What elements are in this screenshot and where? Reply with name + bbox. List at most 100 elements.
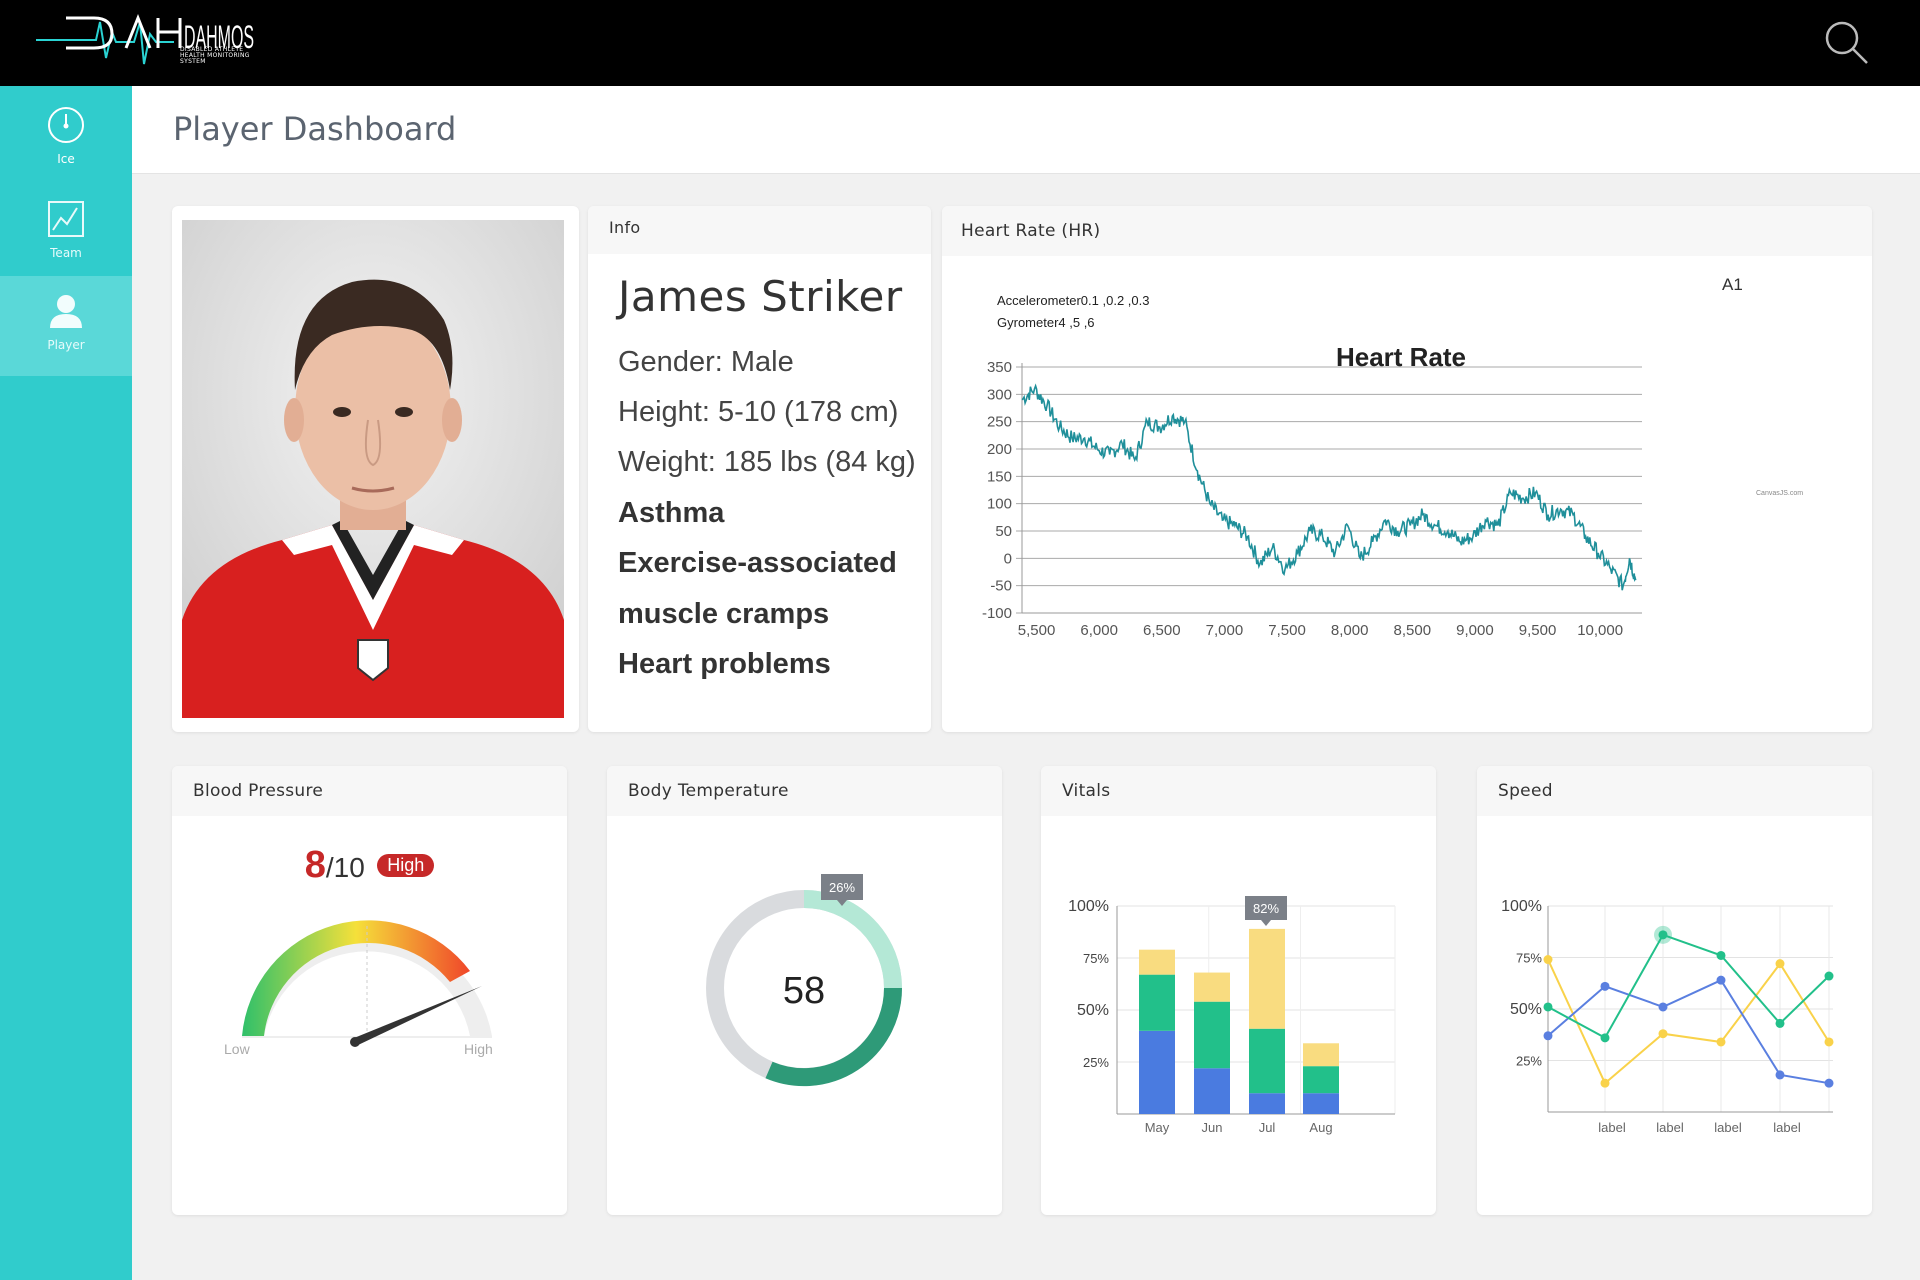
tooltip: 26% [829, 880, 855, 895]
blood-pressure-card: Blood Pressure 8/10 High Low High [172, 766, 567, 1215]
logo: DAHMOS [36, 13, 254, 65]
sensor-id: A1 [1722, 275, 1743, 294]
y-tick-label: 75% [1083, 951, 1109, 966]
y-tick-label: 100% [1501, 898, 1542, 915]
data-point [1658, 930, 1668, 940]
card-header: Vitals [1041, 766, 1436, 816]
x-tick-label: label [1714, 1120, 1742, 1135]
bar-segment [1303, 1093, 1339, 1114]
card-title: Speed [1498, 781, 1553, 801]
bp-score-denominator: /10 [325, 852, 365, 883]
card-header: Speed [1477, 766, 1872, 816]
x-tick-label: label [1656, 1120, 1684, 1135]
bar-segment [1303, 1066, 1339, 1094]
y-tick-label: 50% [1077, 1002, 1109, 1019]
series-line [1547, 978, 1830, 1085]
data-point [1775, 959, 1785, 969]
data-point [1658, 1029, 1668, 1039]
player-name: James Striker [618, 272, 903, 321]
data-point [1600, 1033, 1610, 1043]
sidebar-item-player[interactable]: Player [0, 276, 132, 376]
data-point [1600, 981, 1610, 991]
x-tick-label: 6,000 [1080, 622, 1118, 639]
data-point [1775, 1070, 1785, 1080]
x-tick-label: 9,500 [1519, 622, 1557, 639]
sidebar-item-label: Ice [57, 152, 75, 166]
series-line [1547, 933, 1830, 1040]
card-title: Info [609, 218, 641, 237]
x-tick-label: 7,000 [1206, 622, 1244, 639]
data-point [1543, 955, 1553, 965]
x-tick-label: 9,000 [1456, 622, 1494, 639]
speed-card: Speed 100% 75% 50% 25% label label label label [1477, 766, 1872, 1215]
y-tick-label: -100 [982, 605, 1012, 622]
sidebar-item-team[interactable]: Team [0, 182, 132, 282]
user-icon [50, 295, 82, 328]
condition-item: Heart problems [618, 648, 831, 680]
bar-segment [1249, 1028, 1285, 1094]
bar-segment [1194, 1068, 1230, 1114]
y-tick-label: 100 [987, 496, 1012, 513]
y-tick-label: 75% [1516, 951, 1542, 966]
player-height: Height: 5-10 (178 cm) [618, 396, 899, 428]
y-tick-label: 350 [987, 359, 1012, 376]
player-gender: Gender: Male [618, 346, 794, 378]
gauge-icon [48, 107, 84, 143]
y-tick-label: 200 [987, 441, 1012, 458]
card-title: Blood Pressure [193, 781, 324, 801]
bar-segment [1249, 1093, 1285, 1114]
x-tick-label: 6,500 [1143, 622, 1181, 639]
x-tick-label: Jul [1259, 1120, 1276, 1135]
y-tick-label: 0 [1004, 550, 1012, 567]
data-point [1824, 1037, 1834, 1047]
info-card: Info James Striker Gender: Male Height: … [588, 206, 931, 732]
bp-score: 8/10 High [172, 844, 567, 887]
bar-segment [1303, 1043, 1339, 1067]
x-tick-label: 7,500 [1268, 622, 1306, 639]
sidebar-item-label: Player [47, 338, 85, 352]
card-header: Heart Rate (HR) [942, 206, 1872, 256]
heart-rate-chart: A1 Accelerometer0.1 ,0.2 ,0.3 Gyrometer4… [982, 275, 1803, 639]
sidebar-item-ice[interactable]: Ice [0, 86, 132, 186]
highlight-point [1654, 925, 1672, 944]
bar-segment [1139, 949, 1175, 975]
data-point [1824, 1078, 1834, 1088]
chart-credit: CanvasJS.com [1756, 490, 1803, 497]
data-point [1824, 971, 1834, 981]
body-temperature-card: Body Temperature 58 26% [607, 766, 1002, 1215]
logo-subtitle: DISABLED ATHLETE HEALTH MONITORING SYSTE… [180, 46, 250, 65]
condition-item: muscle cramps [618, 598, 830, 630]
search-icon[interactable] [1822, 18, 1870, 66]
sidebar: Ice Team Player [0, 86, 132, 1280]
series-line [1021, 383, 1637, 591]
sidebar-item-label: Team [50, 246, 82, 260]
data-point [1716, 950, 1726, 960]
page-header: Player Dashboard [132, 86, 1920, 174]
x-tick-label: 5,500 [1018, 622, 1056, 639]
donut-slice [765, 987, 903, 1087]
heart-rate-card: Heart Rate (HR) A1 Accelerometer0.1 ,0.2… [942, 206, 1872, 732]
y-tick-label: -50 [990, 578, 1012, 595]
status-badge: High [377, 854, 435, 877]
condition-item: Asthma [618, 497, 725, 529]
x-tick-label: Jun [1202, 1120, 1223, 1135]
data-point [1658, 1002, 1668, 1012]
card-title: Heart Rate (HR) [961, 221, 1101, 241]
page-title: Player Dashboard [173, 110, 457, 148]
gauge-low-label: Low [224, 1041, 251, 1057]
data-point [1716, 975, 1726, 985]
player-photo-card [172, 206, 579, 732]
gauge-high-label: High [464, 1041, 493, 1057]
card-title: Vitals [1062, 781, 1111, 801]
player-photo [182, 220, 564, 718]
y-tick-label: 50 [995, 523, 1012, 540]
top-bar: DAHMOS DISABLED ATHLETE HEALTH MONITORIN… [0, 0, 1920, 86]
bp-score-value: 8 [304, 844, 326, 886]
card-header: Blood Pressure [172, 766, 567, 816]
logo-wordmark: DAHMOS [184, 19, 254, 55]
y-tick-label: 300 [987, 386, 1012, 403]
x-tick-label: 8,000 [1331, 622, 1369, 639]
chart-icon [48, 201, 84, 237]
series-line [1547, 959, 1830, 1085]
bar-segment [1249, 928, 1285, 1029]
